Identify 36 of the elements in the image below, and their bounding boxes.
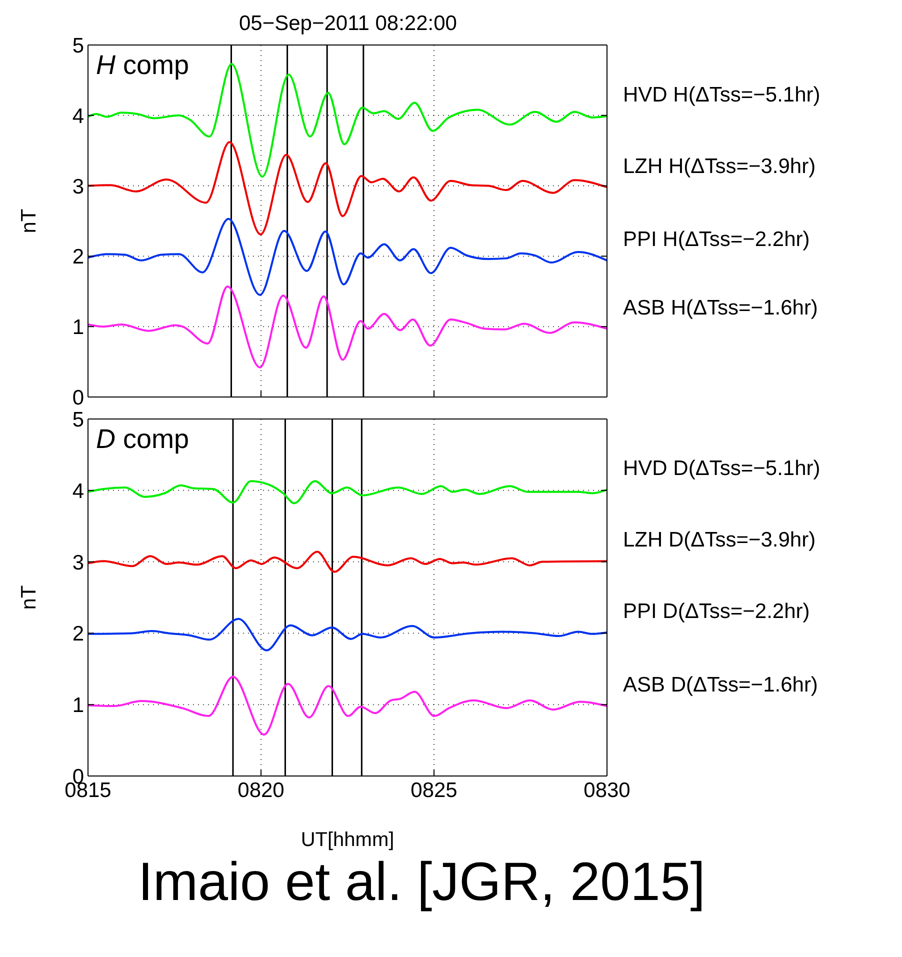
- x-tick-label: 0830: [584, 778, 630, 802]
- x-tick-label: 0820: [238, 778, 284, 802]
- y-tick-label: 2: [72, 622, 84, 646]
- y-tick-label: 3: [72, 175, 84, 198]
- y-tick-label: 0: [72, 386, 84, 410]
- chart-title: 05−Sep−2011 08:22:00: [238, 12, 458, 36]
- line-series: [88, 285, 607, 368]
- series-label: ASB H(ΔTss=−1.6hr): [623, 296, 818, 320]
- series-label: LZH D(ΔTss=−3.9hr): [623, 528, 816, 552]
- line-series: [88, 141, 607, 236]
- y-tick-label: 1: [72, 694, 84, 718]
- y-tick-label: 4: [72, 480, 84, 503]
- x-tick-label: 0825: [410, 778, 458, 802]
- y-tick-label: 5: [72, 408, 84, 432]
- y-tick-label: 4: [72, 104, 84, 128]
- text: Imaio et al. [JGR, 2015]: [138, 852, 706, 912]
- y-tick-label: 1: [72, 316, 84, 340]
- annotation: D comp: [96, 424, 190, 455]
- line-series: [88, 550, 607, 573]
- annotation: H comp: [96, 50, 190, 81]
- series-label: PPI D(ΔTss=−2.2hr): [623, 600, 810, 624]
- y-axis-title: nT: [17, 585, 40, 610]
- series-label: LZH H(ΔTss=−3.9hr): [623, 154, 816, 178]
- y-axis-title: nT: [17, 208, 40, 234]
- line-series: [88, 218, 607, 296]
- x-axis-title: UT[hhmm]: [300, 829, 394, 851]
- y-tick-label: 3: [72, 551, 84, 574]
- series-label: PPI H(ΔTss=−2.2hr): [623, 228, 810, 251]
- series-label: HVD D(ΔTss=−5.1hr): [623, 457, 820, 480]
- series-label: ASB D(ΔTss=−1.6hr): [623, 674, 818, 697]
- line-series: [88, 618, 607, 652]
- y-tick-label: 5: [72, 34, 84, 58]
- line-series: [88, 676, 607, 736]
- y-tick-label: 2: [72, 246, 84, 269]
- series-label: HVD H(ΔTss=−5.1hr): [623, 84, 820, 107]
- line-series: [88, 480, 607, 504]
